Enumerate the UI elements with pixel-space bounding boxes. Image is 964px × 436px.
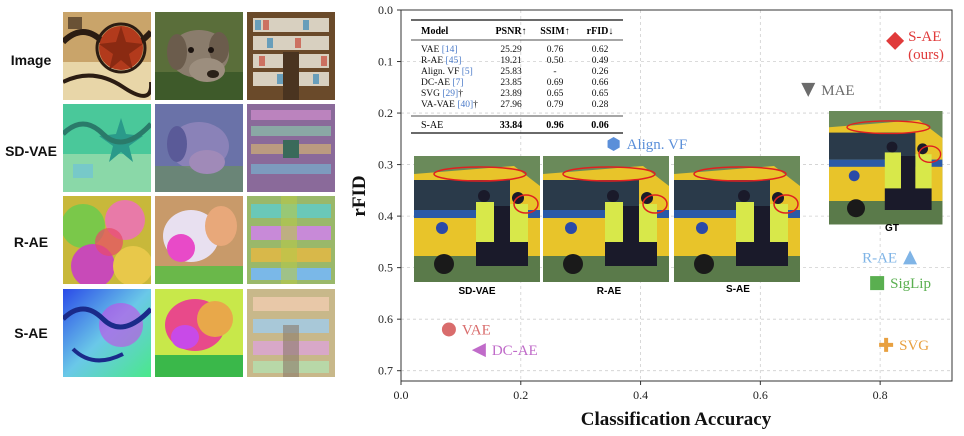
- table-best-rfid: 0.06: [591, 120, 609, 131]
- y-tick-label: 0.0: [378, 3, 393, 17]
- table-row-model: R-AE [45]: [421, 56, 461, 66]
- y-tick-label: 0.4: [378, 209, 393, 223]
- x-tick-label: 0.2: [513, 388, 528, 402]
- tile-image-pattern: [63, 12, 151, 100]
- table-row-model: VAE [14]: [421, 45, 458, 55]
- reconstruction-grid: Image SD-VAE R-AE S-AE: [0, 0, 350, 436]
- table-best-model: S-AE: [421, 120, 443, 131]
- point-r-ae: [903, 250, 918, 265]
- x-axis-label: Classification Accuracy: [581, 409, 772, 430]
- photo-caption-gt: GT: [885, 223, 899, 234]
- photo-caption-r-ae: R-AE: [597, 286, 622, 297]
- tile-s-ae-shelves: [247, 289, 335, 377]
- photo-caption-sd-vae: SD-VAE: [458, 286, 495, 297]
- point-vae: [441, 322, 456, 337]
- point-vae-label: VAE: [462, 322, 491, 338]
- point-mae-label: MAE: [821, 83, 854, 99]
- point-mae: [801, 82, 816, 97]
- point-svg: [879, 337, 894, 352]
- table-cell-rfid: 0.49: [592, 56, 609, 66]
- plot-frame: [400, 9, 953, 382]
- table-cell-rfid: 0.62: [592, 45, 609, 55]
- point-s-ae: [886, 31, 905, 50]
- table-cell-ssim: 0.76: [547, 45, 564, 55]
- table-row-model: DC-AE [7]: [421, 78, 463, 88]
- table-cell-ssim: 0.65: [547, 89, 564, 99]
- row-label-s-ae: S-AE: [14, 325, 48, 341]
- table-cell-psnr: 25.29: [500, 45, 522, 55]
- y-tick-label: 0.3: [378, 158, 393, 172]
- point-svg-label: SVG: [899, 338, 929, 354]
- tile-sd-vae-pattern: [63, 104, 151, 192]
- photo-s-ae: [673, 155, 801, 283]
- table-best-ssim: 0.96: [546, 120, 564, 131]
- row-label-r-ae: R-AE: [13, 234, 49, 250]
- y-tick-label: 0.2: [378, 106, 393, 120]
- x-tick-label: 0.8: [873, 388, 888, 402]
- table-header-psnr: PSNR↑: [495, 26, 526, 37]
- table-row-model: VA-VAE [40]†: [421, 100, 478, 110]
- row-label-image: Image: [10, 52, 52, 68]
- y-tick-label: 0.6: [378, 312, 393, 326]
- photo-gt: [828, 110, 944, 226]
- table-cell-psnr: 25.83: [500, 67, 522, 77]
- point-s-ae-label: S-AE: [908, 29, 941, 45]
- tile-r-ae-dog: [155, 196, 243, 284]
- table-header-rfid: rFID↓: [587, 26, 614, 37]
- results-table: Model PSNR↑ SSIM↑ rFID↓ VAE [14] 25.29 0.7…: [411, 19, 623, 134]
- point-siglip-label: SigLip: [890, 276, 931, 292]
- table-cell-rfid: 0.28: [592, 100, 609, 110]
- tile-r-ae-shelves: [247, 196, 335, 284]
- y-tick-label: 0.7: [378, 364, 393, 378]
- scatter-chart: 0.0 0.2 0.4 0.6 0.8 0.0 0.1 0.2 0.3 0.4 0.5 0.6 0.7…: [349, 3, 953, 430]
- table-header-model: Model: [421, 26, 448, 37]
- tile-image-dog: [155, 12, 243, 100]
- table-header-ssim: SSIM↑: [540, 26, 569, 37]
- tile-s-ae-pattern: [63, 289, 151, 377]
- y-axis-label: rFID: [349, 175, 370, 216]
- tile-sd-vae-dog: [155, 104, 243, 192]
- photo-caption-s-ae: S-AE: [726, 284, 750, 295]
- tile-s-ae-dog: [155, 289, 243, 377]
- x-axis: 0.0 0.2 0.4 0.6 0.8: [394, 381, 888, 402]
- table-best-psnr: 33.84: [500, 120, 523, 131]
- table-cell-rfid: 0.65: [592, 89, 609, 99]
- row-label-sd-vae: SD-VAE: [5, 143, 57, 159]
- x-tick-label: 0.6: [753, 388, 768, 402]
- table-cell-ssim: 0.69: [547, 78, 564, 88]
- y-axis: 0.0 0.1 0.2 0.3 0.4 0.5 0.6 0.7: [378, 3, 401, 378]
- table-cell-psnr: 23.85: [500, 78, 522, 88]
- point-dc-ae-label: DC-AE: [492, 343, 538, 359]
- table-row-model: SVG [29]†: [421, 89, 463, 99]
- y-tick-label: 0.1: [378, 55, 393, 69]
- point-align-vf-label: Align. VF: [627, 137, 688, 153]
- point-s-ae-sublabel: (ours): [908, 47, 944, 63]
- table-cell-ssim: 0.50: [547, 56, 564, 66]
- point-align-vf: [607, 136, 620, 151]
- table-cell-ssim: -: [553, 67, 556, 77]
- table-cell-ssim: 0.79: [547, 100, 564, 110]
- table-cell-psnr: 19.21: [500, 56, 522, 66]
- tile-image-shelves: [247, 12, 335, 100]
- table-cell-psnr: 27.96: [500, 100, 522, 110]
- point-dc-ae: [471, 343, 486, 358]
- photo-r-ae: [542, 155, 670, 283]
- tile-sd-vae-shelves: [247, 104, 335, 192]
- table-row-model: Align. VF [5]: [421, 67, 473, 77]
- tile-r-ae-pattern: [63, 196, 151, 284]
- table-cell-rfid: 0.66: [592, 78, 609, 88]
- table-cell-rfid: 0.26: [592, 67, 609, 77]
- x-tick-label: 0.0: [394, 388, 409, 402]
- y-tick-label: 0.5: [378, 261, 393, 275]
- point-r-ae-label: R-AE: [862, 250, 897, 266]
- photo-sd-vae: [413, 155, 541, 283]
- table-cell-psnr: 23.89: [500, 89, 522, 99]
- x-tick-label: 0.4: [633, 388, 648, 402]
- point-siglip: [870, 276, 885, 291]
